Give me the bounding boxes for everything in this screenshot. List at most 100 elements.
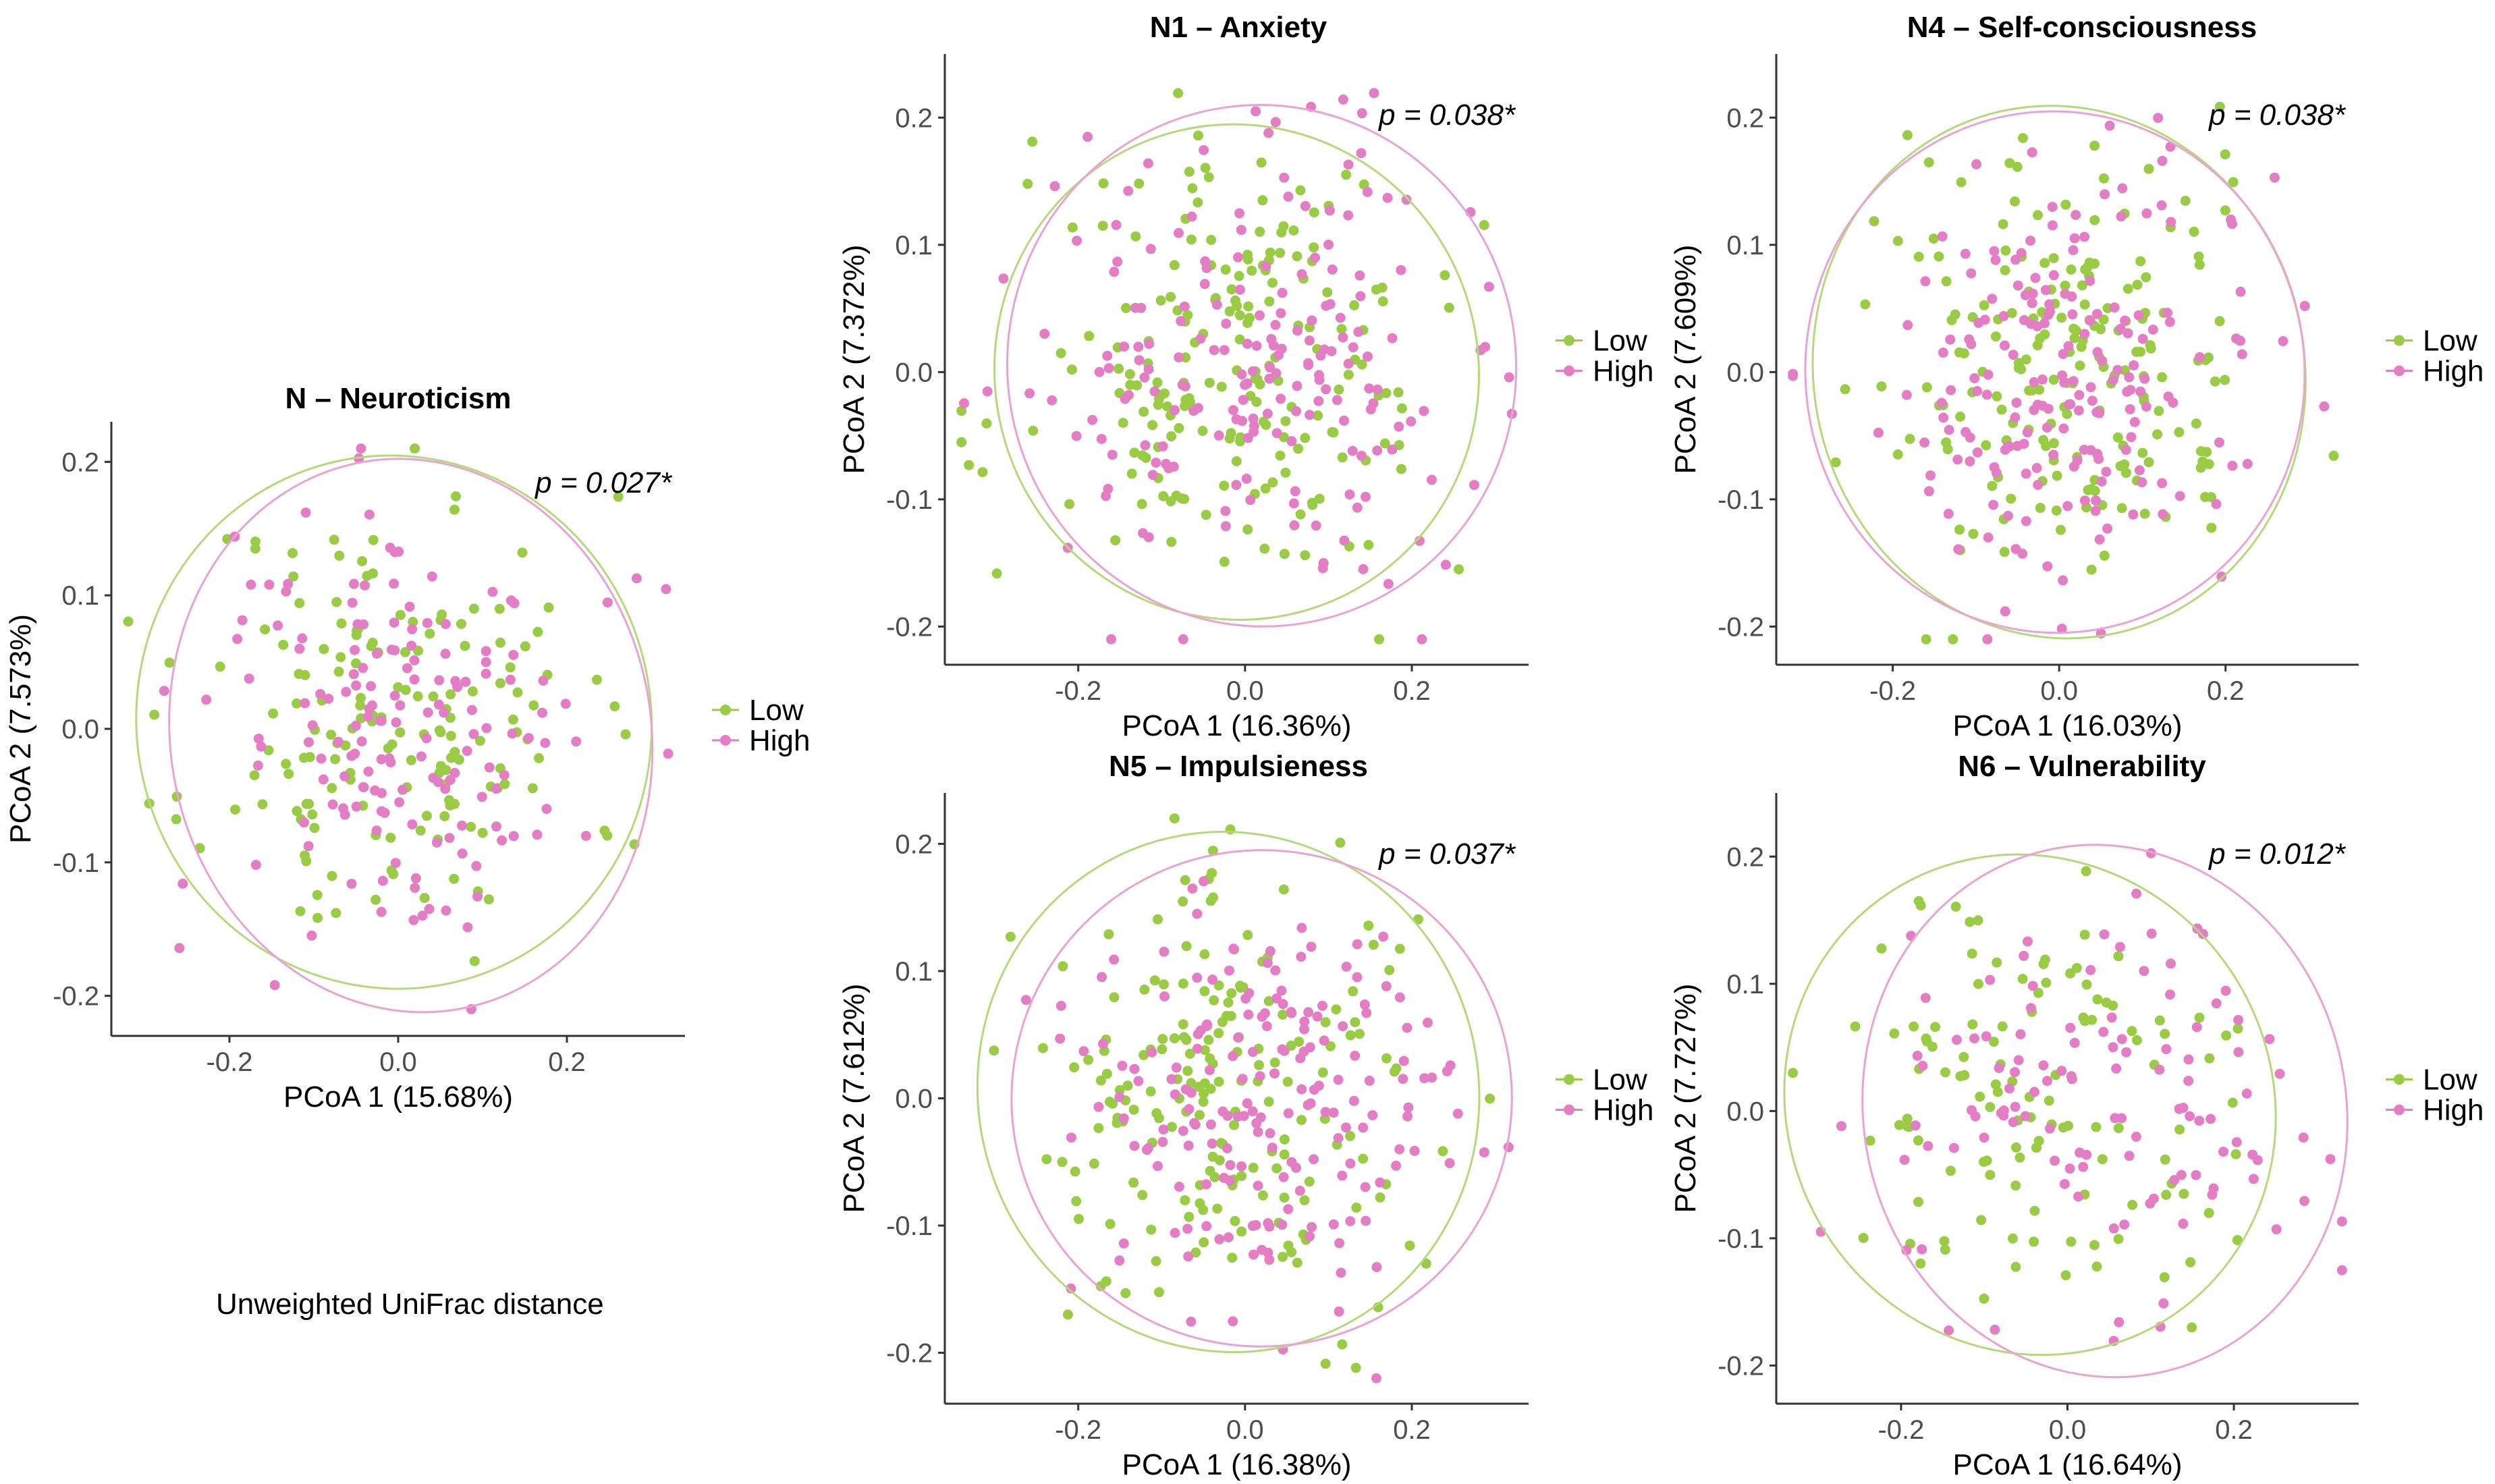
data-point-high [283,578,294,589]
data-point-low [1226,988,1237,999]
data-point-low [1915,1258,1926,1269]
data-point-low [2122,283,2133,294]
chart-n: N – Neuroticism -0.2 0.0 0.2 -0.2 -0.1 0.0 0.1 0… [4,382,811,1114]
data-point-low [2060,1270,2071,1281]
chart-title: N6 – Vulnerability [1958,750,2206,783]
data-point-low [1985,1170,1996,1180]
data-point-high [1966,268,1977,279]
data-point-high [2027,298,2037,308]
legend-dot-high [720,735,731,746]
data-point-high [663,748,674,759]
data-point-high [1129,1064,1140,1074]
data-point-high [1119,341,1130,352]
data-point-high [1307,315,1317,326]
data-point-high [1201,1021,1211,1032]
data-point-high [1483,281,1494,292]
data-point-high [1199,876,1209,887]
data-point-low [1981,1155,1992,1166]
data-point-high [2100,189,2110,200]
data-point-low [1295,509,1306,520]
data-point-low [1404,1240,1415,1251]
data-point-high [2019,950,2029,961]
data-point-high [1271,428,1282,439]
data-point-high [2147,325,2158,335]
data-point-low [230,804,240,815]
x-tick-label: 0.0 [2040,676,2078,706]
data-point-high [1970,1111,1981,1122]
y-axis-label: PCoA 2 (7.727%) [1669,984,1702,1213]
data-point-high [2178,1103,2189,1114]
data-point-high [2122,328,2133,339]
data-point-high [1147,1047,1157,1057]
data-point-high [2079,329,2090,339]
data-point-high [1277,1219,1288,1230]
data-point-high [2059,1179,2070,1189]
data-point-high [1313,1080,1324,1091]
confidence-ellipse-high [1861,844,2349,1379]
data-point-high [1242,339,1253,349]
data-point-high [434,675,445,686]
data-point-low [1180,875,1190,885]
data-point-high [1276,308,1286,319]
data-point-low [1118,418,1128,429]
data-point-high [1371,1373,1381,1383]
data-point-low [215,661,225,672]
data-point-low [1294,1037,1305,1047]
data-point-low [1259,543,1270,554]
data-point-low [1345,1130,1356,1141]
data-point-low [1209,1172,1220,1182]
data-point-high [1244,988,1255,999]
data-point-low [2024,385,2035,396]
data-point-low [312,889,323,900]
data-point-high [433,777,443,788]
data-point-high [2119,1219,2130,1230]
data-point-high [407,819,418,830]
data-point-high [1112,256,1123,267]
y-tick-label: 0.2 [61,447,99,477]
data-point-low [295,906,306,916]
data-point-high [2050,1155,2060,1166]
data-point-low [1328,427,1339,438]
data-point-high [1309,1154,1319,1165]
y-tick-label: 0.1 [1726,970,1764,999]
data-point-high [376,806,387,817]
data-point-low [2194,1012,2205,1023]
data-point-high [440,784,451,794]
data-point-high [1982,634,1993,644]
data-point-high [1147,470,1158,480]
data-point-low [2060,199,2071,210]
data-point-high [2008,1117,2019,1128]
data-point-low [1263,1097,1274,1107]
data-point-high [1270,320,1281,330]
data-point-low [2052,470,2062,481]
data-point-high [2242,458,2253,469]
data-point-high [1334,1306,1344,1317]
data-point-high [1356,148,1367,159]
data-point-high [1199,145,1209,155]
data-point-high [350,748,360,759]
data-point-high [505,595,516,606]
data-point-high [2112,364,2123,375]
data-point-high [177,879,188,889]
data-point-high [2041,422,2052,433]
data-point-high [1479,1147,1489,1158]
data-point-high [1334,1238,1345,1248]
data-point-low [1178,979,1188,989]
data-point-high [2163,391,2174,402]
series-low [956,88,1489,644]
data-point-high [2129,360,2139,370]
data-point-high [1255,1112,1266,1123]
x-axis-label: PCoA 1 (16.64%) [1953,1448,2183,1481]
data-point-high [2044,1123,2055,1134]
data-point-high [1264,1221,1275,1232]
data-point-low [1155,295,1166,306]
data-point-low [609,701,620,712]
data-point-low [410,443,420,454]
data-point-low [1363,540,1374,550]
data-point-low [1109,992,1120,1003]
data-point-high [2125,385,2136,395]
data-point-low [2041,977,2052,988]
data-point-high [358,619,369,630]
data-point-low [1179,1032,1189,1043]
data-point-high [2131,1132,2141,1142]
